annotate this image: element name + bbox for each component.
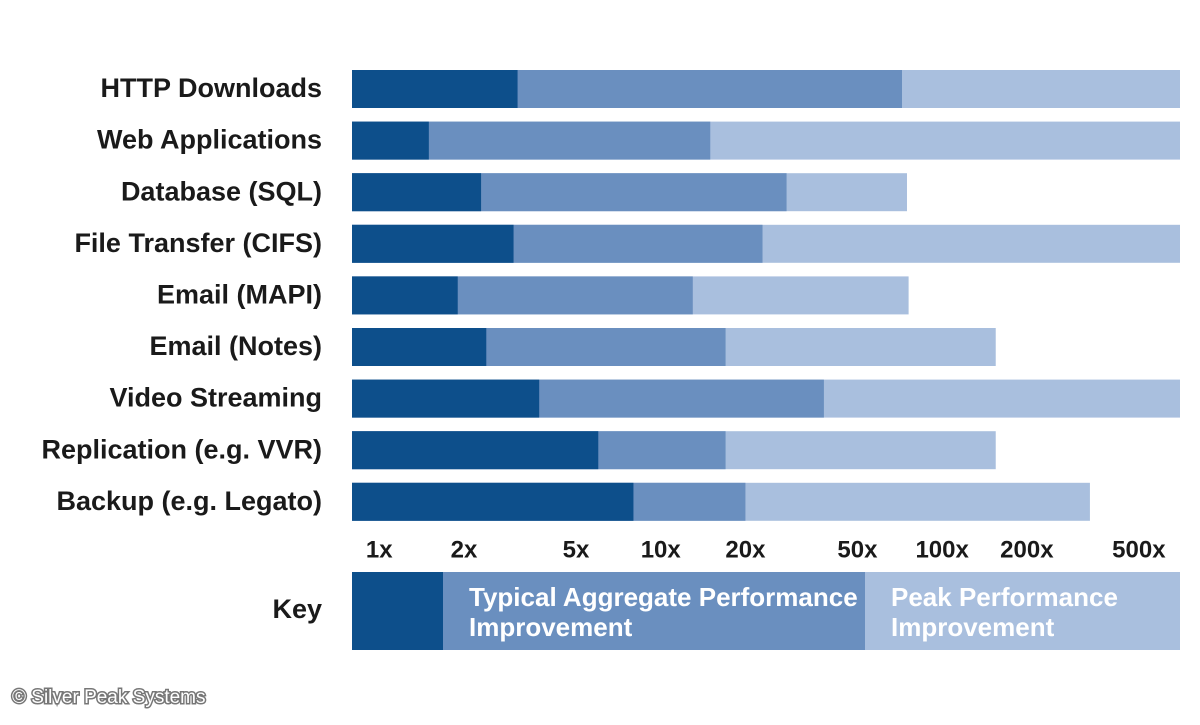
- x-tick-label: 2x: [451, 536, 478, 563]
- x-tick-label: 10x: [641, 536, 682, 563]
- credit: © Silver Peak Systems: [12, 687, 206, 708]
- legend-swatch: [443, 572, 865, 650]
- x-tick-label: 200x: [1000, 536, 1054, 563]
- category-label: Video Streaming: [109, 383, 322, 413]
- category-label: Email (Notes): [149, 331, 322, 361]
- bar: [352, 224, 514, 263]
- bar: [352, 121, 429, 160]
- legend-label: Typical Aggregate Performance Improvemen…: [469, 582, 858, 642]
- category-label: HTTP Downloads: [100, 73, 322, 103]
- bar: [352, 173, 482, 212]
- x-tick-label: 20x: [725, 536, 766, 563]
- legend-label-box: Peak Performance Improvement: [891, 582, 1118, 642]
- category-label: Replication (e.g. VVR): [41, 434, 322, 464]
- category-label: Web Applications: [97, 125, 322, 155]
- category-label: File Transfer (CIFS): [74, 228, 322, 258]
- legend-swatch: [352, 572, 443, 650]
- bar: [352, 328, 487, 366]
- category-label: Backup (e.g. Legato): [56, 486, 322, 516]
- bar: [352, 70, 518, 108]
- bar: [352, 379, 540, 418]
- x-tick-label: 500x: [1112, 536, 1166, 563]
- bar: [352, 482, 634, 521]
- x-tick-label: 5x: [563, 536, 590, 563]
- legend-label: Peak Performance Improvement: [891, 582, 1118, 642]
- x-tick-label: 100x: [915, 536, 969, 563]
- x-tick-label: 50x: [837, 536, 878, 563]
- bar: [352, 431, 599, 470]
- legend-swatch: [865, 572, 1180, 650]
- category-label: Email (MAPI): [157, 280, 322, 310]
- bar: [352, 276, 458, 315]
- legend-label-box: Typical Aggregate Performance Improvemen…: [469, 582, 858, 642]
- legend-title: Key: [272, 594, 322, 624]
- category-label: Database (SQL): [121, 176, 322, 206]
- x-tick-label: 1x: [366, 536, 393, 563]
